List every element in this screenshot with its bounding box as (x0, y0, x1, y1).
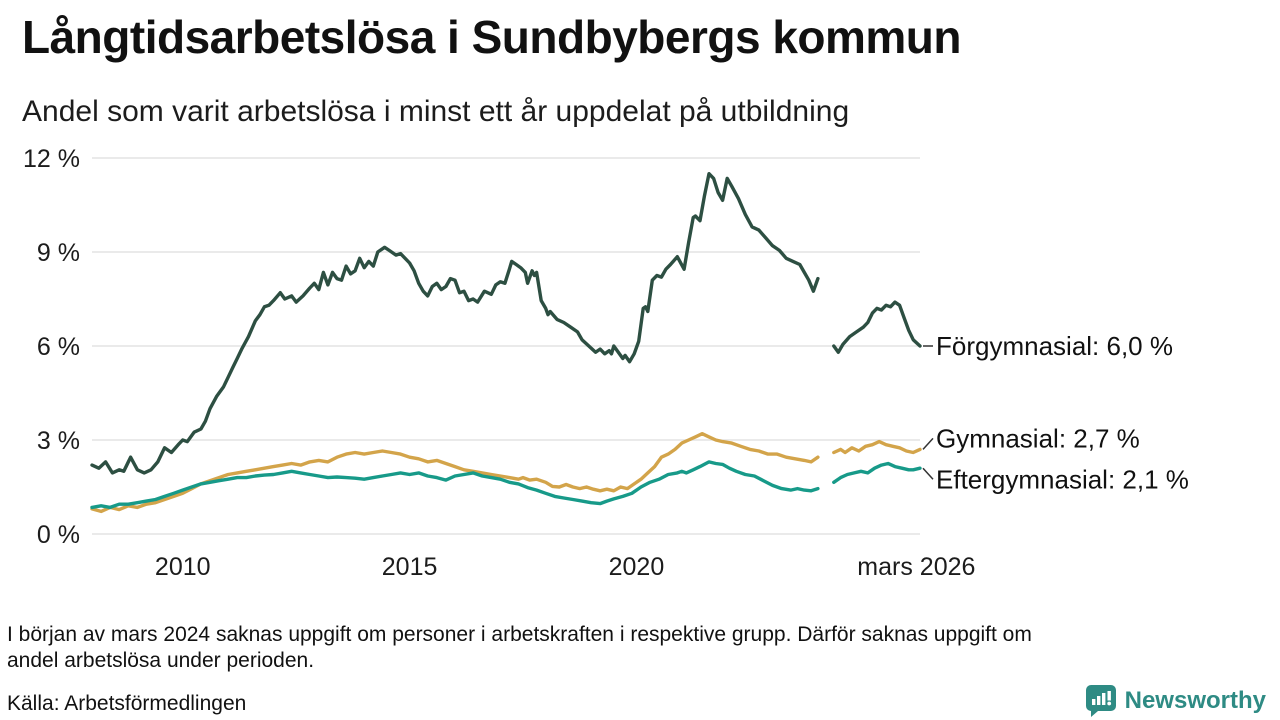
y-axis-tick-label: 12 % (23, 145, 80, 173)
source-label: Källa: Arbetsförmedlingen (7, 692, 247, 715)
y-axis-tick-label: 9 % (37, 239, 80, 267)
x-axis-tick-label: 2010 (155, 553, 211, 581)
series-end-label-eftergymnasial: Eftergymnasial: 2,1 % (936, 464, 1189, 494)
y-axis-tick-label: 6 % (37, 333, 80, 361)
series-line-gymnasial (90, 432, 922, 514)
brand-name: Newsworthy (1124, 687, 1266, 714)
x-axis-tick-label: 2020 (609, 553, 665, 581)
chart-subtitle: Andel som varit arbetslösa i minst ett å… (22, 95, 850, 128)
series-label-connector (922, 437, 934, 450)
x-axis-tick-label: 2015 (382, 553, 438, 581)
x-axis-tick-label: mars 2026 (857, 553, 975, 581)
y-axis-tick-label: 0 % (37, 521, 80, 549)
series-end-label-gymnasial: Gymnasial: 2,7 % (936, 424, 1140, 454)
y-axis-tick-label: 3 % (37, 427, 80, 455)
series-end-label-forgymnasial: Förgymnasial: 6,0 % (936, 331, 1173, 361)
series-line-forgymnasial (90, 172, 922, 475)
brand-lockup: Newsworthy (1085, 684, 1266, 718)
series-label-connector (922, 467, 934, 480)
speech-bubble-bar-chart-icon (1085, 685, 1116, 717)
series-line-eftergymnasial (90, 460, 922, 510)
page-title: Långtidsarbetslösa i Sundbybergs kommun (22, 11, 962, 63)
chart-footnote: I början av mars 2024 saknas uppgift om … (7, 623, 1032, 672)
